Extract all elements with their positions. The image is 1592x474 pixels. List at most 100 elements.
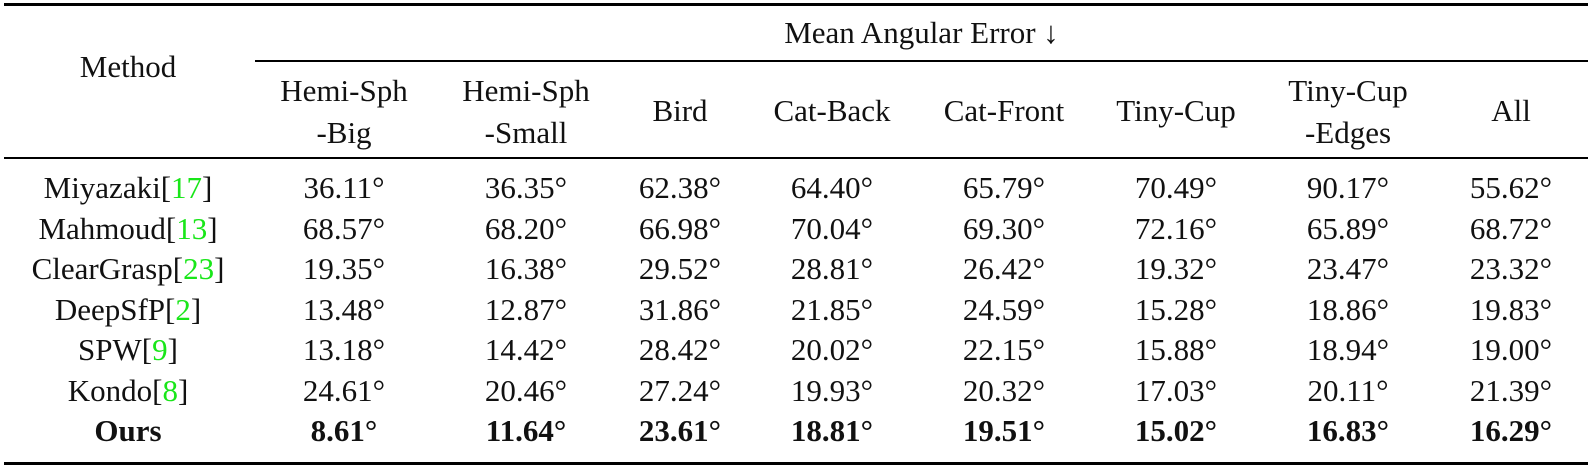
- ref-bracket: [: [160, 170, 172, 205]
- method-cell: Ours: [4, 410, 252, 452]
- ref-bracket: ]: [167, 332, 178, 367]
- ref-bracket: [: [172, 251, 184, 286]
- bottom-rule: [4, 462, 1588, 465]
- method-name: Miyazaki: [43, 170, 161, 205]
- ref-bracket: [: [165, 210, 177, 246]
- value-cell: 21.39°: [1469, 372, 1553, 408]
- top-rule: [4, 3, 1588, 6]
- value-cell: 20.11°: [1307, 372, 1389, 408]
- value-cell: 70.04°: [790, 210, 874, 246]
- value-cell: 62.38°: [638, 170, 722, 205]
- value-cell: 72.16°: [1134, 210, 1218, 246]
- citation-link[interactable]: 2: [175, 291, 191, 327]
- col-header-hemi-sph-big: Hemi-Sph -Big: [280, 73, 408, 150]
- method-name: DeepSfP: [54, 291, 166, 327]
- citation-link[interactable]: 9: [152, 332, 168, 367]
- value-cell: 70.49°: [1134, 170, 1218, 205]
- citation-link[interactable]: 17: [171, 170, 203, 205]
- header-rule: [4, 157, 1588, 159]
- col-header-cat-back: Cat-Back: [773, 93, 891, 128]
- value-cell: 19.93°: [790, 372, 874, 408]
- value-cell: 68.57°: [302, 210, 386, 246]
- ref-bracket: [: [152, 372, 163, 408]
- method-name: Mahmoud: [38, 210, 166, 246]
- method-name: ClearGrasp: [31, 251, 173, 286]
- value-cell: 11.64°: [485, 413, 567, 448]
- value-cell: 65.79°: [962, 170, 1046, 205]
- value-cell: 12.87°: [484, 291, 568, 327]
- value-cell: 69.30°: [962, 210, 1046, 246]
- value-cell: 19.35°: [302, 251, 386, 286]
- ref-bracket: ]: [214, 251, 225, 286]
- value-cell: 55.62°: [1469, 170, 1553, 205]
- value-cell: 27.24°: [638, 372, 722, 408]
- value-cell: 20.46°: [484, 372, 568, 408]
- value-cell: 19.00°: [1469, 332, 1553, 367]
- method-cell: ClearGrasp[23]: [4, 248, 252, 290]
- value-cell: 18.81°: [790, 413, 874, 448]
- ref-bracket: ]: [202, 170, 213, 205]
- method-header: Method: [79, 49, 177, 84]
- col-header-all: All: [1491, 93, 1531, 128]
- value-cell: 64.40°: [790, 170, 874, 205]
- value-cell: 24.61°: [302, 372, 386, 408]
- col-header-cat-front: Cat-Front: [943, 93, 1065, 128]
- value-cell: 26.42°: [962, 251, 1046, 286]
- value-cell: 16.29°: [1469, 413, 1553, 448]
- value-cell: 68.72°: [1469, 210, 1553, 246]
- method-cell: Mahmoud[13]: [4, 208, 252, 250]
- value-cell: 18.86°: [1306, 291, 1390, 327]
- citation-link[interactable]: 8: [162, 372, 178, 408]
- value-cell: 20.02°: [790, 332, 874, 367]
- method-name: Kondo: [67, 372, 153, 408]
- value-cell: 19.83°: [1469, 291, 1553, 327]
- col-header-hemi-sph-small: Hemi-Sph -Small: [462, 73, 590, 150]
- value-cell: 28.42°: [638, 332, 722, 367]
- value-cell: 36.11°: [303, 170, 385, 205]
- citation-link[interactable]: 13: [176, 210, 208, 246]
- value-cell: 31.86°: [638, 291, 722, 327]
- value-cell: 19.51°: [962, 413, 1046, 448]
- value-cell: 23.47°: [1306, 251, 1390, 286]
- value-cell: 65.89°: [1306, 210, 1390, 246]
- value-cell: 68.20°: [484, 210, 568, 246]
- value-cell: 15.28°: [1134, 291, 1218, 327]
- value-cell: 23.61°: [638, 413, 722, 448]
- value-cell: 21.85°: [790, 291, 874, 327]
- value-cell: 16.38°: [484, 251, 568, 286]
- value-cell: 17.03°: [1134, 372, 1218, 408]
- ref-bracket: [: [165, 291, 176, 327]
- value-cell: 22.15°: [962, 332, 1046, 367]
- ref-bracket: ]: [177, 372, 189, 408]
- value-cell: 18.94°: [1306, 332, 1390, 367]
- value-cell: 36.35°: [484, 170, 568, 205]
- ref-bracket: ]: [207, 210, 218, 246]
- value-cell: 16.83°: [1306, 413, 1390, 448]
- method-cell: Kondo[8]: [4, 370, 252, 412]
- col-header-tiny-cup: Tiny-Cup: [1116, 93, 1236, 128]
- method-cell: DeepSfP[2]: [4, 289, 252, 331]
- col-header-tiny-cup-edges: Tiny-Cup -Edges: [1288, 73, 1408, 150]
- value-cell: 15.02°: [1134, 413, 1218, 448]
- method-name: Ours: [94, 413, 162, 448]
- value-cell: 23.32°: [1469, 251, 1553, 286]
- method-cell: Miyazaki[17]: [4, 167, 252, 209]
- value-cell: 8.61°: [310, 413, 378, 448]
- group-rule: [255, 60, 1588, 62]
- value-cell: 19.32°: [1134, 251, 1218, 286]
- value-cell: 28.81°: [790, 251, 874, 286]
- value-cell: 15.88°: [1134, 332, 1218, 367]
- method-name: SPW: [78, 332, 142, 367]
- citation-link[interactable]: 23: [183, 251, 215, 286]
- ref-bracket: ]: [190, 291, 202, 327]
- value-cell: 13.48°: [302, 291, 386, 327]
- value-cell: 90.17°: [1306, 170, 1390, 205]
- value-cell: 20.32°: [962, 372, 1046, 408]
- method-cell: SPW[9]: [4, 329, 252, 371]
- value-cell: 29.52°: [638, 251, 722, 286]
- value-cell: 13.18°: [302, 332, 386, 367]
- group-header: Mean Angular Error ↓: [784, 15, 1059, 50]
- value-cell: 66.98°: [638, 210, 722, 246]
- col-header-bird: Bird: [652, 93, 708, 128]
- value-cell: 24.59°: [962, 291, 1046, 327]
